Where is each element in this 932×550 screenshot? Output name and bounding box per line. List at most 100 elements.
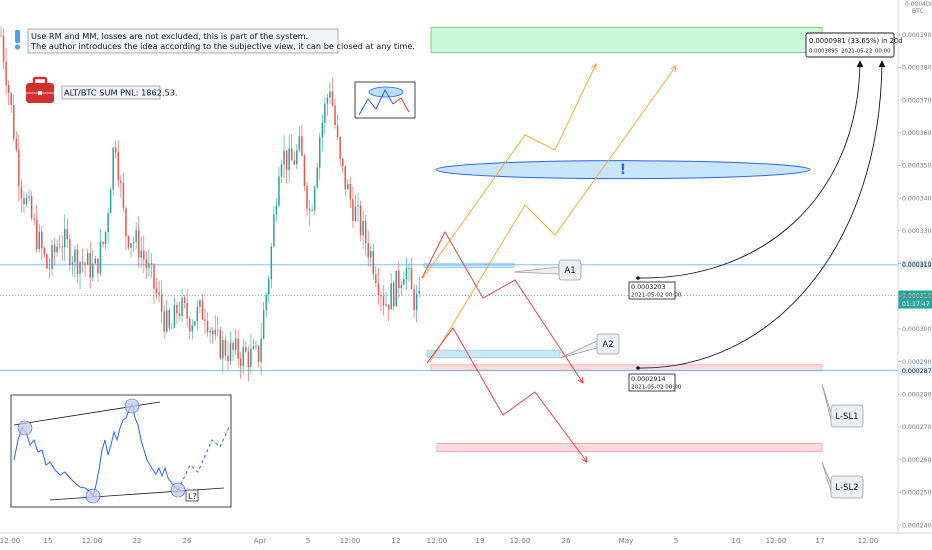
pattern-inset: L?: [10, 394, 232, 508]
candle-body: [341, 158, 344, 167]
price-tick-label: 0.0002400: [902, 522, 932, 529]
callout-l-sl1[interactable]: [830, 404, 864, 428]
time-axis[interactable]: 12:00 15 12:00 22 26 Apr 5 12:00 12 12:00 19 12:00 2…: [0, 532, 932, 545]
candle-body: [125, 208, 127, 237]
projection-up-1[interactable]: [422, 63, 597, 279]
candle-body: [344, 166, 346, 190]
target-curve-1[interactable]: [637, 61, 861, 279]
time-tick-label: 12:00: [82, 536, 103, 545]
candle-body: [245, 347, 247, 352]
candle-body: [285, 150, 288, 171]
candle-body: [234, 338, 237, 350]
zone-l-sl1[interactable]: [430, 364, 823, 372]
candle-body: [316, 167, 318, 188]
candle-body: [81, 262, 84, 264]
candle-body: [0, 35, 2, 37]
callout-l-sl2[interactable]: [830, 475, 864, 499]
projection-up-2-arrowhead: [670, 65, 677, 72]
time-tick-label: 12:00: [427, 536, 448, 545]
candle-body: [132, 242, 135, 244]
candle-body: [334, 105, 336, 126]
zone-l-sl2[interactable]: [436, 442, 823, 452]
candle-body: [303, 155, 306, 187]
candle-body: [239, 358, 242, 366]
candle-body: [97, 258, 99, 274]
candle-body: [410, 268, 413, 289]
callout-a2[interactable]: [596, 333, 620, 355]
candle-body: [209, 330, 211, 333]
zone-a1[interactable]: [423, 262, 515, 268]
projection-up-1-arrowhead: [591, 63, 597, 71]
candle-body: [58, 246, 61, 248]
entry2-label-price: 0.0002914: [631, 375, 666, 383]
candle-body: [92, 263, 94, 278]
projection-up-2[interactable]: [429, 65, 677, 363]
candle-body: [135, 230, 137, 243]
candle-body: [38, 231, 40, 249]
projection-down-2[interactable]: [426, 327, 588, 463]
target-zone-green[interactable]: [430, 27, 823, 54]
candle-body: [308, 208, 311, 211]
candle-body: [211, 330, 214, 335]
callout-l-sl1-pointer: [821, 383, 832, 421]
annotation-layer: A1 A2 L-SL1 L-SL2 0.0003203 2021-05-02 00:00 0…: [513, 32, 903, 499]
candle-body: [392, 283, 395, 307]
target-time: 00:00: [875, 49, 891, 55]
candle-body: [148, 263, 150, 268]
candle-body: [5, 61, 7, 86]
candle-body: [400, 284, 403, 289]
candle-body: [99, 241, 102, 274]
candle-body: [255, 345, 257, 347]
target-arrowhead-1: [856, 60, 864, 68]
alert-ellipse[interactable]: [435, 160, 811, 180]
candle-body: [260, 338, 262, 362]
inset-pivot-marker: [124, 398, 140, 414]
candle-body: [18, 149, 20, 187]
target-date: 2021-05-22: [841, 49, 872, 55]
candle-body: [2, 35, 5, 62]
candle-body: [352, 199, 354, 222]
candle-body: [380, 294, 382, 297]
candle-body: [359, 205, 362, 236]
candle-body: [143, 250, 145, 260]
time-tick-label: 12: [391, 536, 400, 545]
candle-body: [319, 137, 321, 168]
projection-down-1[interactable]: [421, 231, 584, 384]
candle-body: [163, 311, 165, 332]
callout-a1[interactable]: [558, 259, 582, 281]
candle-body: [176, 304, 178, 314]
candle-body: [293, 160, 295, 165]
inset-label-box: [185, 489, 199, 502]
entry1-label[interactable]: [628, 281, 676, 300]
target-curve-2[interactable]: [637, 61, 883, 369]
candle-body: [262, 310, 265, 339]
candle-body: [387, 304, 390, 310]
candle-body: [268, 279, 270, 295]
candle-body: [115, 147, 117, 153]
candle-body: [372, 250, 375, 275]
candle-body: [120, 180, 122, 183]
entry2-label[interactable]: [628, 373, 676, 392]
candle-body: [398, 270, 400, 289]
candle-body: [227, 355, 229, 361]
zone-a2[interactable]: [426, 349, 561, 358]
candle-body: [173, 304, 176, 328]
candle-body: [35, 219, 38, 249]
candle-body: [270, 246, 273, 280]
candles-layer: [0, 26, 420, 382]
candle-body: [242, 347, 244, 366]
target-label[interactable]: [805, 32, 895, 58]
candle-body: [74, 249, 76, 263]
candle-body: [370, 250, 372, 258]
inset-pivot-marker: [85, 488, 101, 504]
candle-body: [48, 268, 51, 270]
candle-body: [214, 330, 216, 335]
